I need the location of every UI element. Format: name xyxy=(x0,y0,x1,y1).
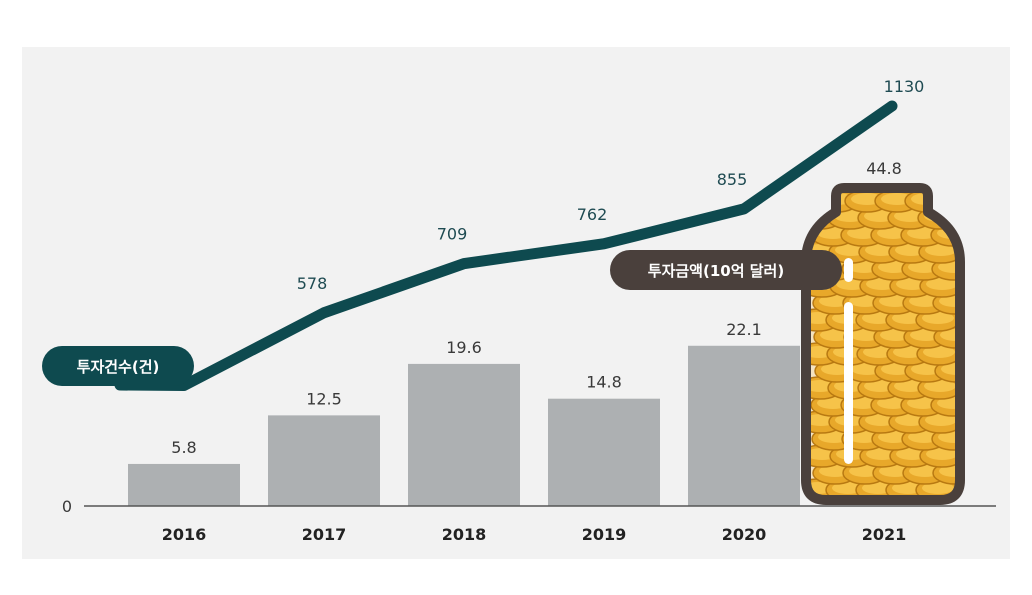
bar-value-2018: 19.6 xyxy=(446,338,482,357)
bars-group xyxy=(128,345,800,506)
count-value-2020: 855 xyxy=(717,170,748,189)
x-label-2018: 2018 xyxy=(442,525,487,544)
bar-value-2016: 5.8 xyxy=(171,438,196,457)
bar-2020 xyxy=(688,345,800,506)
bar-2016 xyxy=(128,463,240,506)
x-label-2019: 2019 xyxy=(582,525,627,544)
svg-text:투자금액(10억 달러): 투자금액(10억 달러) xyxy=(648,262,784,280)
x-label-2017: 2017 xyxy=(302,525,347,544)
bar-value-2019: 14.8 xyxy=(586,373,622,392)
count-value-2021: 1130 xyxy=(884,77,925,96)
x-tick-labels: 2016 2017 2018 2019 2020 2021 xyxy=(162,525,907,544)
count-value-2017: 578 xyxy=(297,274,328,293)
count-value-2019: 762 xyxy=(577,205,608,224)
count-legend-tag: 투자건수(건) xyxy=(42,346,194,386)
x-label-2016: 2016 xyxy=(162,525,207,544)
bar-2019 xyxy=(548,398,660,506)
svg-text:투자건수(건): 투자건수(건) xyxy=(77,358,160,376)
bar-value-labels: 5.8 12.5 19.6 14.8 22.1 44.8 xyxy=(171,159,902,457)
count-line xyxy=(114,100,898,391)
coin-jar-icon xyxy=(801,183,965,505)
amount-legend-tag: 투자금액(10억 달러) xyxy=(610,250,842,290)
count-value-2018: 709 xyxy=(437,225,468,244)
x-label-2020: 2020 xyxy=(722,525,767,544)
bar-2017 xyxy=(268,415,380,506)
y-axis-tick-zero: 0 xyxy=(62,497,72,516)
bar-value-2021: 44.8 xyxy=(866,159,902,178)
x-label-2021: 2021 xyxy=(862,525,907,544)
bar-value-2017: 12.5 xyxy=(306,389,342,408)
bar-2018 xyxy=(408,363,520,506)
bar-value-2020: 22.1 xyxy=(726,320,762,339)
